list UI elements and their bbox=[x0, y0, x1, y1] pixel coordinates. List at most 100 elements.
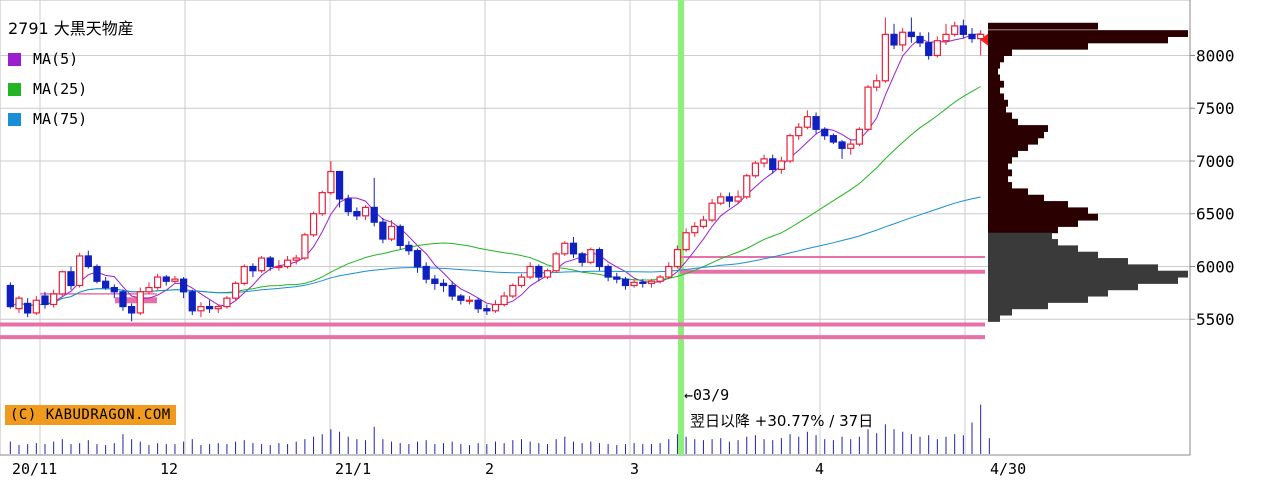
candle-body bbox=[24, 302, 32, 314]
volume-profile-bar bbox=[988, 106, 1006, 113]
x-tick-label: 21/1 bbox=[335, 460, 371, 478]
volume-profile-bar bbox=[988, 131, 1044, 139]
volume-profile-bar bbox=[988, 239, 1058, 246]
candle-body bbox=[959, 25, 967, 35]
candle-body bbox=[855, 128, 864, 145]
candle-body bbox=[933, 40, 941, 57]
candle-body bbox=[561, 242, 569, 255]
ma75-line bbox=[10, 196, 981, 308]
legend-label-ma5: MA(5) bbox=[33, 50, 79, 68]
candle-body bbox=[413, 250, 422, 268]
legend: 2791 大黒天物産 MA(5) MA(25) MA(75) bbox=[8, 14, 134, 134]
legend-label-ma25: MA(25) bbox=[33, 80, 88, 98]
candle-body bbox=[58, 271, 66, 295]
candle-body bbox=[639, 281, 647, 284]
candle-body bbox=[491, 303, 500, 312]
candle-body bbox=[344, 198, 352, 213]
candle-body bbox=[41, 295, 49, 306]
volume-profile-bar bbox=[988, 144, 1028, 151]
candle-body bbox=[621, 278, 630, 287]
candle-body bbox=[812, 116, 820, 130]
candle-body bbox=[448, 284, 456, 297]
volume-profile-bar bbox=[988, 182, 1012, 189]
candle-body bbox=[387, 225, 396, 240]
volume-profile-bar bbox=[988, 68, 998, 75]
candle-body bbox=[197, 305, 205, 312]
candle-body bbox=[517, 276, 526, 287]
candle-body bbox=[370, 206, 378, 223]
support-lines bbox=[0, 255, 985, 340]
volume-profile-bar bbox=[988, 220, 1078, 227]
x-tick-label: 4 bbox=[815, 460, 824, 478]
ma75-swatch bbox=[8, 112, 21, 126]
candle-body bbox=[102, 280, 110, 289]
candle-body bbox=[613, 276, 621, 280]
axes: 5500 6000 6500 7000 7500 8000 20/11 12 21/1 2 3 4 4/… bbox=[12, 46, 1235, 478]
performance-note: 翌日以降 +30.77% / 37日 bbox=[690, 412, 874, 430]
volume-profile-bar bbox=[988, 22, 1098, 30]
candle-body bbox=[145, 286, 153, 293]
moving-averages bbox=[10, 33, 981, 308]
candle-body bbox=[760, 158, 768, 164]
candle-body bbox=[847, 143, 855, 149]
candle-body bbox=[474, 299, 482, 310]
candle-body bbox=[899, 31, 907, 46]
candle-body bbox=[465, 299, 474, 302]
candle-body bbox=[552, 253, 560, 272]
candle-body bbox=[188, 291, 196, 312]
volume-profile-bar bbox=[988, 49, 1012, 56]
candle-body bbox=[257, 257, 266, 272]
candle-body bbox=[708, 202, 716, 221]
volume-profile-bar bbox=[988, 296, 1088, 303]
candle-body bbox=[821, 128, 829, 137]
candle-body bbox=[699, 219, 708, 227]
candle-body bbox=[457, 295, 465, 301]
candle-body bbox=[405, 244, 413, 252]
candle-body bbox=[93, 265, 101, 282]
candle-body bbox=[595, 249, 604, 268]
volume-profile-bar bbox=[988, 188, 1028, 196]
ma5-line bbox=[10, 33, 981, 308]
volume-profile-bar bbox=[988, 61, 1000, 69]
candle-body bbox=[838, 141, 846, 149]
candle-body bbox=[751, 162, 760, 177]
volume-profile-bar bbox=[988, 226, 1058, 234]
x-tick-label: 4/30 bbox=[990, 460, 1026, 478]
candle-body bbox=[335, 170, 344, 200]
volume-profile-bar bbox=[988, 175, 1008, 183]
candle-body bbox=[67, 271, 75, 287]
candle-body bbox=[717, 196, 725, 204]
candle-body bbox=[535, 265, 543, 278]
chart-title: 2791 大黒天物産 bbox=[8, 19, 134, 38]
y-tick-label: 8000 bbox=[1196, 46, 1235, 65]
candle-body bbox=[214, 305, 222, 310]
copyright-badge: (C) KABUDRAGON.COM bbox=[5, 405, 176, 425]
candle-body bbox=[171, 278, 179, 282]
volume-profile-bar bbox=[988, 169, 1012, 177]
candle-body bbox=[890, 33, 898, 46]
candle-body bbox=[916, 35, 924, 44]
candle-body bbox=[509, 284, 517, 297]
candle-body bbox=[630, 281, 638, 287]
legend-item-ma5: MA(5) bbox=[8, 44, 134, 74]
x-tick-label: 2 bbox=[485, 460, 494, 478]
candle-body bbox=[396, 225, 404, 246]
volume-profile-bar bbox=[988, 74, 1000, 82]
volume-profile bbox=[980, 22, 1188, 322]
last-price-marker bbox=[980, 33, 988, 46]
volume-profile-bar bbox=[988, 42, 1088, 50]
y-tick-label: 6000 bbox=[1196, 257, 1235, 276]
volume-profile-bar bbox=[988, 150, 1018, 158]
candles bbox=[6, 17, 985, 322]
x-tick-label: 3 bbox=[630, 460, 639, 478]
highlight-date-note: ←03/9 bbox=[684, 386, 730, 404]
volume-profile-bar bbox=[988, 207, 1088, 215]
volume-profile-bar bbox=[988, 283, 1138, 291]
candle-body bbox=[725, 196, 734, 202]
volume-profile-bar bbox=[988, 258, 1128, 265]
candle-body bbox=[604, 265, 612, 278]
volume-profile-bar bbox=[988, 201, 1068, 208]
candle-body bbox=[526, 265, 534, 278]
volume-profile-bar bbox=[988, 289, 1108, 297]
candle-body bbox=[795, 126, 803, 137]
